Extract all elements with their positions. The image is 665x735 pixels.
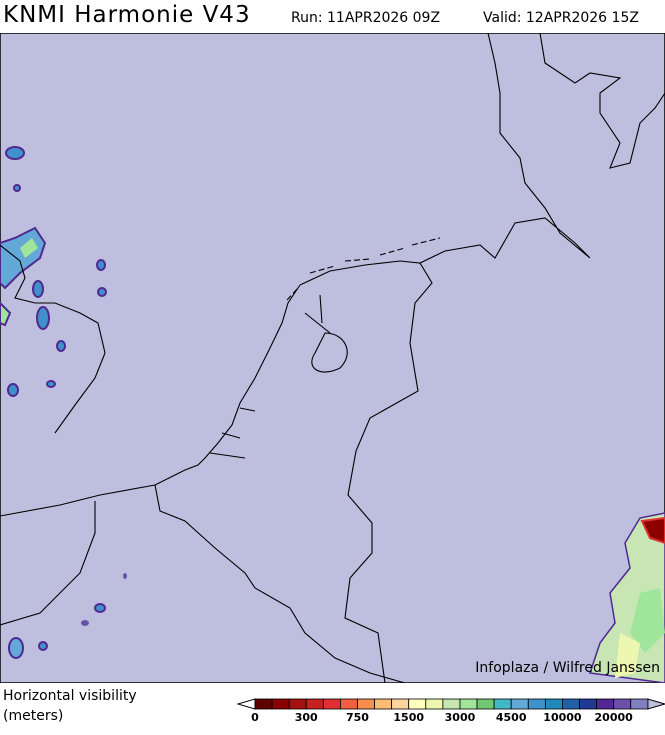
colorbar-box: [476, 698, 495, 710]
colorbar-box: [613, 698, 632, 710]
colorbar-box: [408, 698, 427, 710]
colorbar-tick-label: 750: [346, 711, 369, 724]
valid-time: Valid: 12APR2026 15Z: [483, 10, 639, 26]
legend-variable: Horizontal visibility: [3, 688, 137, 704]
colorbar-box: [288, 698, 307, 710]
colorbar-box: [425, 698, 444, 710]
colorbar-tick-label: 10000: [543, 711, 582, 724]
colorbar-tick-label: 0: [251, 711, 259, 724]
colorbar-box: [544, 698, 563, 710]
colorbar-box: [562, 698, 580, 710]
run-time: Run: 11APR2026 09Z: [291, 10, 441, 26]
colorbar-box: [305, 698, 324, 710]
colorbar-box: [271, 698, 290, 710]
colorbar-tick-label: 1500: [393, 711, 424, 724]
map-background: [0, 33, 665, 683]
visibility-field: [0, 146, 665, 683]
colorbar-box: [527, 698, 546, 710]
colorbar-box: [322, 698, 341, 710]
colorbar-low-arrow: [236, 698, 256, 710]
coastlines-borders: [0, 33, 665, 683]
weather-map: [0, 33, 665, 683]
colorbar-box: [510, 698, 529, 710]
colorbar-tick-label: 300: [295, 711, 318, 724]
colorbar-box: [374, 698, 393, 710]
colorbar-tick-label: 20000: [595, 711, 634, 724]
colorbar-box: [357, 698, 375, 710]
colorbar-box: [493, 698, 512, 710]
map-title: KNMI Harmonie V43: [3, 2, 251, 28]
legend-units: (meters): [3, 708, 64, 724]
colorbar-box: [630, 698, 649, 710]
fog-patch-red: [640, 516, 665, 545]
colorbar-high-arrow: [647, 698, 665, 710]
colorbar-box: [339, 698, 358, 710]
colorbar-tick-label: 3000: [445, 711, 476, 724]
colorbar-box: [254, 698, 273, 710]
colorbar-tick-label: 4500: [496, 711, 527, 724]
colorbar: 0 300 750 1500 3000 4500 10000 20000: [236, 698, 665, 724]
colorbar-box: [596, 698, 615, 710]
legend-title: Horizontal visibility (meters): [3, 686, 137, 726]
colorbar-box: [391, 698, 410, 710]
colorbar-box: [579, 698, 598, 710]
colorbar-box: [442, 698, 461, 710]
map-credit: Infoplaza / Wilfred Janssen: [475, 660, 660, 676]
colorbar-box: [459, 698, 478, 710]
